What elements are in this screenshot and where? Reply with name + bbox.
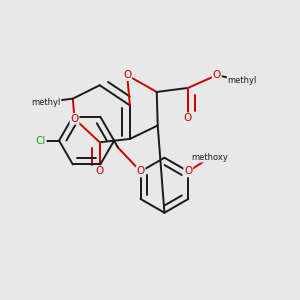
Text: methoxy: methoxy xyxy=(192,153,229,162)
Text: Cl: Cl xyxy=(35,136,46,146)
Text: O: O xyxy=(95,166,104,176)
Text: O: O xyxy=(70,114,79,124)
Text: methyl: methyl xyxy=(31,98,61,106)
Text: O: O xyxy=(213,70,221,80)
Text: methyl: methyl xyxy=(228,76,257,85)
Text: O: O xyxy=(136,167,145,176)
Text: O: O xyxy=(184,167,192,176)
Text: O: O xyxy=(184,113,192,123)
Text: O: O xyxy=(123,70,131,80)
